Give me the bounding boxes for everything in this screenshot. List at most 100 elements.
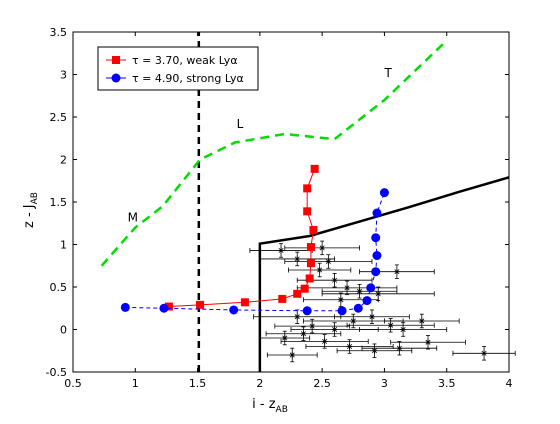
legend-marker-strong [111,73,121,83]
weak-lya-point [305,274,314,283]
star-marker [368,313,375,320]
x-tick-label: 0.5 [64,377,82,390]
strong-lya-point [229,305,239,315]
weak-lya-point [309,226,318,235]
star-marker [325,258,332,265]
star-marker [321,338,328,345]
star-stroke [371,348,377,354]
star-stroke [419,318,425,324]
weak-lya-point [306,243,315,252]
selection-cut-line [258,176,510,372]
star-stroke [319,245,325,251]
star-stroke [294,256,300,262]
star-marker [331,326,338,333]
y-tick-label: -0.5 [46,366,67,379]
star-marker [319,244,326,251]
star-stroke [394,269,400,275]
star-marker [387,322,394,329]
x-tick-label: 2.5 [313,377,331,390]
weak-lya-point [278,294,287,303]
strong-lya-point [379,188,389,198]
legend-marker-weak [112,56,120,64]
star-stroke [332,327,338,332]
strong-lya-point [372,208,382,218]
star-stroke [322,338,328,344]
star-stroke [400,327,406,332]
star-stroke [278,247,284,253]
star-marker [481,350,488,357]
weak-lya-point [240,298,249,307]
star-marker [350,318,357,324]
star-stroke [309,323,315,329]
star-stroke [325,259,331,264]
x-axis-label: i - zAB [252,397,288,415]
star-marker [396,345,403,352]
star-marker [356,288,363,295]
star-marker [331,277,338,284]
x-tick-label: 1.5 [189,377,207,390]
star-stroke [282,335,288,341]
weak-lya-point [164,302,173,311]
star-marker [344,284,351,291]
star-marker [418,318,425,324]
star-stroke [388,322,394,328]
y-axis-label: z - JAB [22,192,40,228]
weak-lya-point [293,289,302,298]
legend-label-weak: τ = 3.70, weak Lyα [132,54,238,67]
y-tick-label: 0 [60,324,67,337]
weak-lya-point [310,164,319,173]
strong-lya-point [302,306,312,316]
star-marker [309,323,316,330]
star-marker [294,255,301,262]
brown-dwarf-track [100,39,448,267]
strong-lya-point [371,267,381,277]
star-stroke [332,277,338,283]
star-marker [300,330,307,337]
y-tick-label: 3 [60,69,67,82]
weak-lya-point [300,284,309,293]
strong-lya-point [372,251,382,261]
star-marker [371,347,378,354]
star-marker [393,268,400,275]
strong-lya-point [120,302,130,312]
star-marker [337,296,344,303]
y-tick-label: 2.5 [50,111,68,124]
y-tick-label: 0.5 [50,281,68,294]
star-marker [425,339,432,346]
y-tick-label: 1 [60,239,67,252]
tick-layer: 0.5 1 1.5 2 2.5 3 3.5 4 -0.5 0 0.5 1 1.5 2 2.5 3 3.5 [46,26,513,390]
star-stroke [289,352,295,358]
star-stroke [357,288,362,294]
star-marker [294,313,301,320]
star-marker [281,335,288,341]
strong-lya-point [159,303,169,313]
strong-lya-point [353,303,363,313]
annotation-layer: M L T [128,66,393,225]
strong-lya-point [337,306,347,316]
spectral-type-label: M [128,211,138,225]
star-stroke [294,314,300,320]
weak-lya-point [303,184,312,193]
x-tick-label: 1 [132,377,139,390]
strong-lya-point [362,296,372,306]
y-tick-label: 3.5 [50,26,68,39]
star-marker [278,247,285,254]
strong-lya-point [366,283,376,293]
star-stroke [300,331,306,337]
y-tick-label: 2 [60,154,67,167]
x-tick-label: 3.5 [438,377,456,390]
star-stroke [344,285,350,291]
star-stroke [375,291,381,297]
y-tick-label: 1.5 [50,196,68,209]
legend: τ = 3.70, weak Lyα τ = 4.90, strong Lyα [97,46,259,91]
star-stroke [347,344,353,349]
star-marker [375,290,382,297]
star-stroke [350,318,356,324]
x-tick-label: 4 [506,377,513,390]
spectral-type-label: L [237,117,244,131]
strong-lya-point [371,233,381,243]
star-stroke [481,350,487,356]
legend-label-strong: τ = 4.90, strong Lyα [132,72,244,85]
